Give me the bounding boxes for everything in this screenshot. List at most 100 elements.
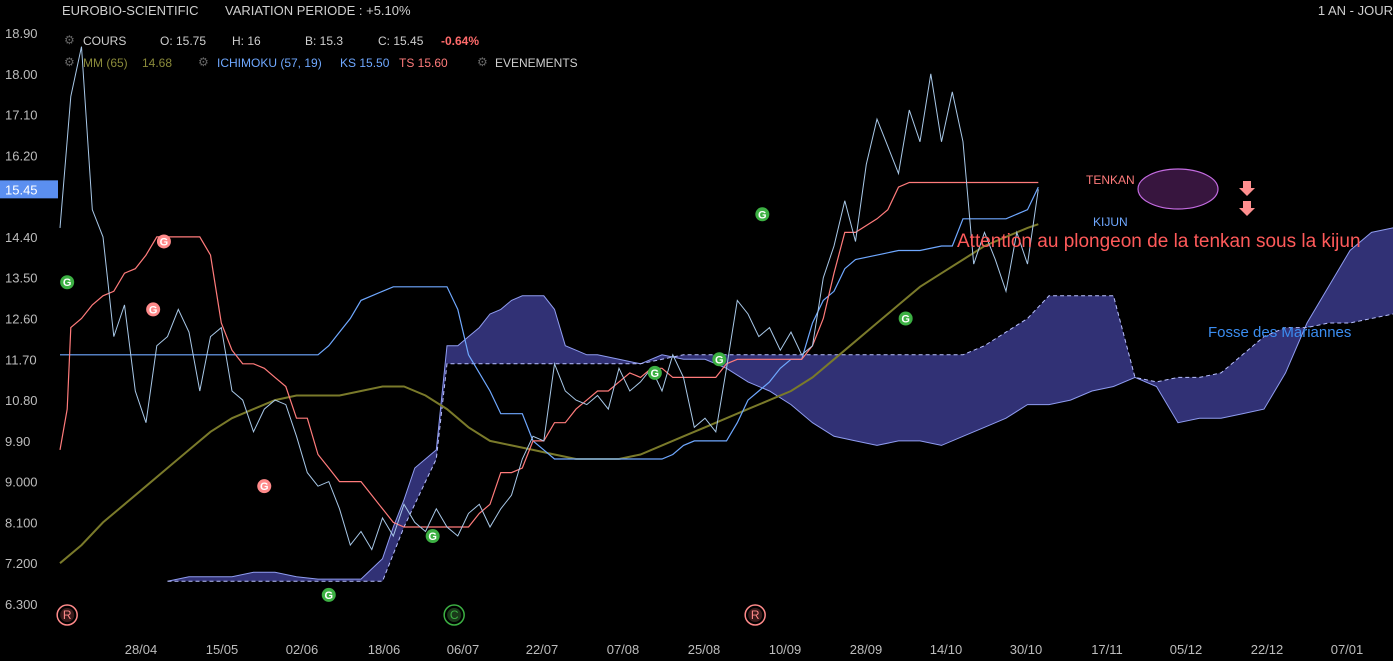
y-tick-label: 18.90 bbox=[5, 26, 38, 41]
x-tick-label: 07/08 bbox=[607, 642, 640, 657]
y-tick-label: 13.50 bbox=[5, 271, 38, 286]
marker-inner bbox=[748, 608, 763, 622]
marker-letter: G bbox=[149, 304, 158, 316]
y-tick-label: 11.70 bbox=[5, 352, 37, 367]
marker-circle bbox=[425, 529, 440, 544]
marker-inner bbox=[60, 608, 75, 622]
event-markers: G G G G G G G G G G R C R bbox=[56, 207, 913, 626]
kijun-annotation: KIJUN bbox=[1093, 215, 1128, 229]
x-tick-label: 22/12 bbox=[1251, 642, 1284, 657]
gear-icon[interactable]: ⚙ bbox=[477, 55, 488, 69]
y-tick-label: 18.00 bbox=[5, 67, 38, 82]
event-marker: G bbox=[898, 311, 913, 326]
marker-circle bbox=[146, 302, 161, 317]
open-value: O: 15.75 bbox=[160, 34, 207, 48]
event-marker: G bbox=[647, 365, 662, 380]
gear-icon[interactable]: ⚙ bbox=[64, 55, 75, 69]
annotations: TENKAN KIJUN Attention au plongeon de la t… bbox=[957, 168, 1361, 341]
y-tick-label: 16.20 bbox=[5, 148, 38, 163]
event-marker: G bbox=[146, 302, 161, 317]
event-marker: C bbox=[443, 604, 465, 626]
marker-letter: G bbox=[428, 531, 437, 543]
x-tick-label: 07/01 bbox=[1331, 642, 1364, 657]
marker-circle bbox=[60, 275, 75, 290]
marker-circle bbox=[647, 365, 662, 380]
marker-circle bbox=[257, 479, 272, 494]
senkou-span-a bbox=[167, 227, 1393, 582]
x-tick-label: 14/10 bbox=[930, 642, 963, 657]
marker-circle bbox=[321, 587, 336, 602]
event-marker: G bbox=[257, 479, 272, 494]
marker-circle bbox=[744, 604, 766, 626]
event-marker: R bbox=[56, 604, 78, 626]
period-selector[interactable]: 1 AN - JOUR bbox=[1317, 3, 1393, 18]
x-tick-label: 15/05 bbox=[206, 642, 239, 657]
event-marker: G bbox=[60, 275, 75, 290]
y-axis: 18.90 18.00 17.10 16.20 15.45 14.40 13.50 12.60… bbox=[0, 26, 58, 612]
ks-value: KS 15.50 bbox=[340, 56, 390, 70]
period-variation: VARIATION PERIODE : +5.10% bbox=[225, 3, 411, 18]
x-tick-label: 25/08 bbox=[688, 642, 721, 657]
marker-letter: G bbox=[651, 368, 660, 380]
event-marker: G bbox=[755, 207, 770, 222]
high-value: H: 16 bbox=[232, 34, 261, 48]
events-label: EVENEMENTS bbox=[495, 56, 578, 70]
event-marker: G bbox=[712, 352, 727, 367]
x-tick-label: 05/12 bbox=[1170, 642, 1203, 657]
y-tick-label: 6.300 bbox=[5, 597, 38, 612]
y-tick-label: 9.000 bbox=[5, 475, 38, 490]
marker-inner bbox=[447, 608, 462, 622]
x-tick-label: 18/06 bbox=[368, 642, 401, 657]
close-value: C: 15.45 bbox=[378, 34, 424, 48]
marker-circle bbox=[755, 207, 770, 222]
down-arrow-icon bbox=[1239, 181, 1255, 196]
marker-letter: G bbox=[901, 314, 910, 326]
marker-letter: G bbox=[758, 209, 767, 221]
marker-letter: R bbox=[63, 608, 72, 622]
marker-letter: G bbox=[63, 277, 72, 289]
y-tick-label: 8.100 bbox=[5, 515, 38, 530]
marker-circle bbox=[156, 234, 171, 249]
x-tick-label: 30/10 bbox=[1010, 642, 1043, 657]
low-value: B: 15.3 bbox=[305, 34, 344, 48]
ichimoku-label: ICHIMOKU (57, 19) bbox=[217, 56, 322, 70]
y-tick-label: 14.40 bbox=[5, 230, 38, 245]
x-axis: 28/04 15/05 02/06 18/06 06/07 22/07 07/08 25/08… bbox=[125, 642, 1364, 657]
x-tick-label: 17/11 bbox=[1091, 642, 1123, 657]
marker-letter: G bbox=[324, 590, 333, 602]
y-tick-label: 10.80 bbox=[5, 393, 38, 408]
gear-icon[interactable]: ⚙ bbox=[198, 55, 209, 69]
marker-circle bbox=[712, 352, 727, 367]
highlight-ellipse bbox=[1137, 168, 1219, 210]
tenkan-line bbox=[59, 181, 1039, 528]
marker-letter: R bbox=[751, 608, 760, 622]
event-marker: G bbox=[321, 587, 336, 602]
chart-lines bbox=[59, 46, 1039, 564]
warning-annotation: Attention au plongeon de la tenkan sous … bbox=[957, 231, 1361, 252]
change-value: -0.64% bbox=[441, 34, 480, 48]
event-marker: R bbox=[744, 604, 766, 626]
x-tick-label: 22/07 bbox=[526, 642, 559, 657]
event-marker: G bbox=[156, 234, 171, 249]
mm-line bbox=[59, 223, 1039, 564]
marker-circle bbox=[56, 604, 78, 626]
cloud-note-annotation: Fosse des Mariannes bbox=[1208, 324, 1351, 341]
last-price-label: 15.45 bbox=[5, 182, 38, 197]
kijun-line bbox=[60, 186, 1039, 460]
cloud-fill bbox=[167, 227, 1393, 582]
x-tick-label: 10/09 bbox=[769, 642, 802, 657]
y-tick-label: 7.200 bbox=[5, 556, 38, 571]
x-tick-label: 06/07 bbox=[447, 642, 480, 657]
mm-label: MM (65) bbox=[83, 56, 128, 70]
price-line bbox=[59, 46, 1039, 551]
last-price-tag bbox=[0, 180, 58, 199]
ts-value: TS 15.60 bbox=[399, 56, 448, 70]
marker-letter: G bbox=[260, 481, 269, 493]
marker-circle bbox=[898, 311, 913, 326]
marker-letter: G bbox=[715, 354, 724, 366]
gear-icon[interactable]: ⚙ bbox=[64, 33, 75, 47]
ichimoku-cloud bbox=[167, 227, 1393, 582]
y-tick-label: 9.90 bbox=[5, 434, 30, 449]
tenkan-annotation: TENKAN bbox=[1086, 173, 1135, 187]
